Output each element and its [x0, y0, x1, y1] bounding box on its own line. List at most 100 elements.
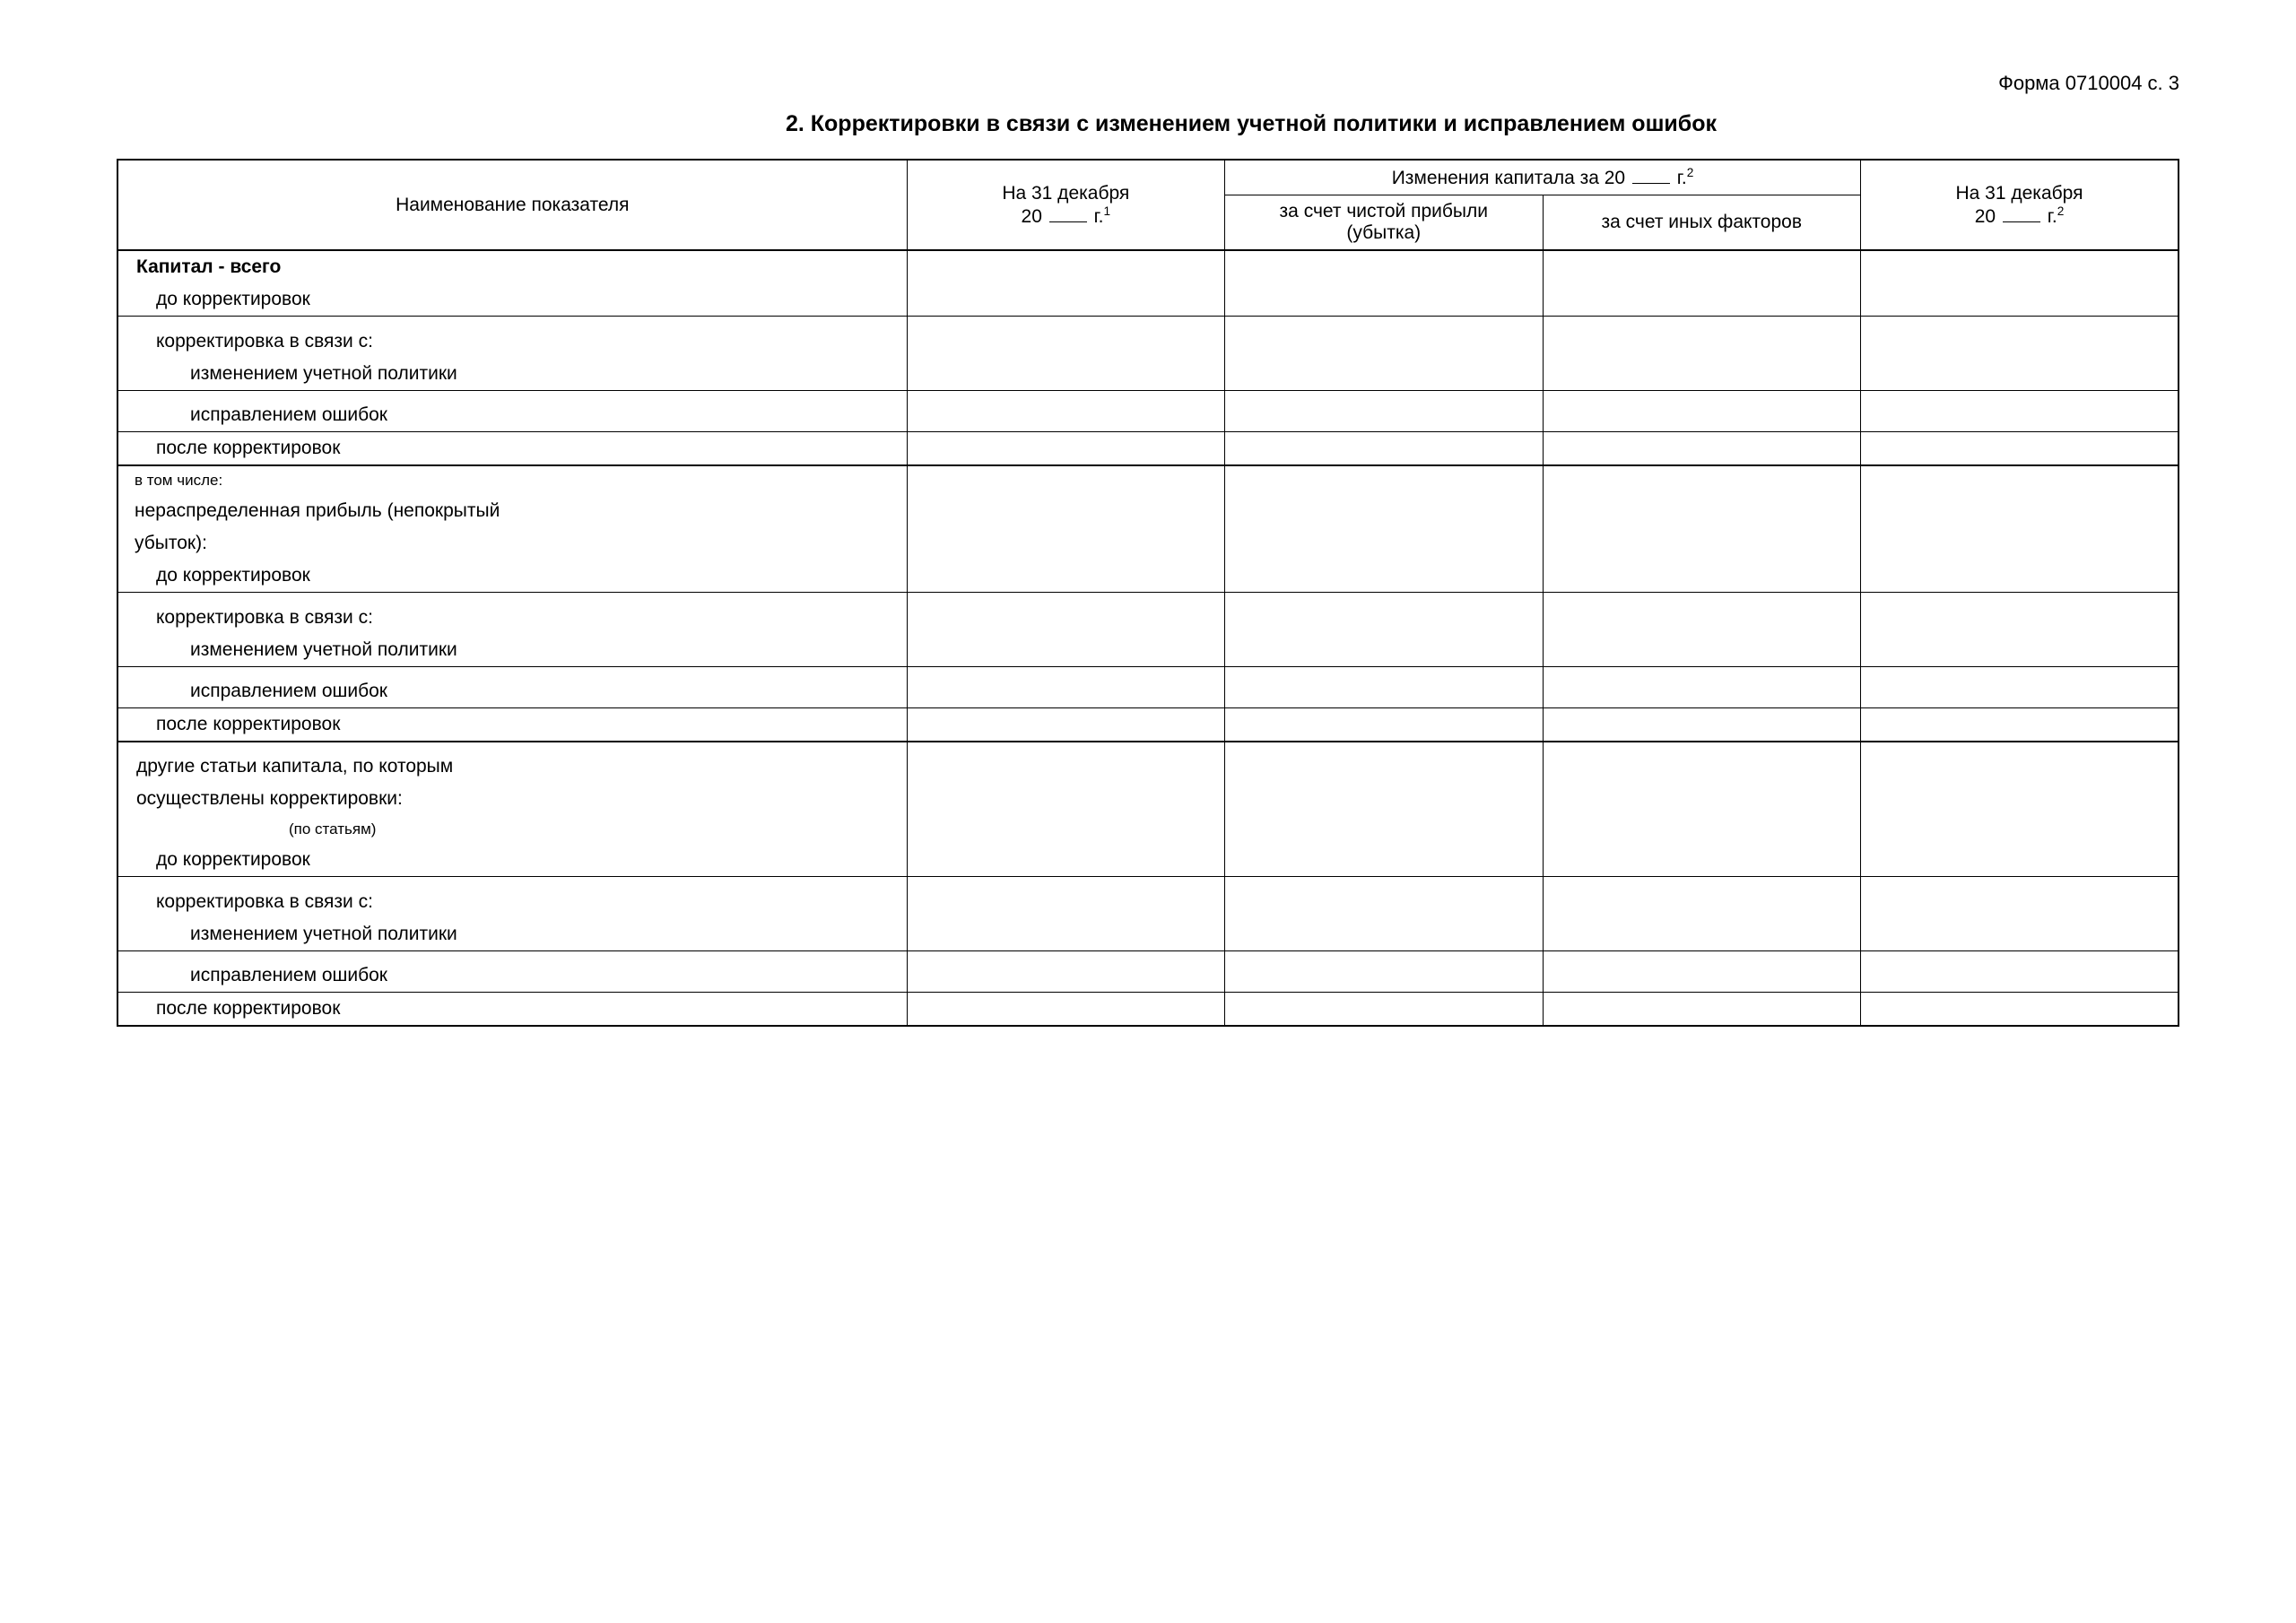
value-cell: [1225, 593, 1543, 667]
table-row: [117, 950, 2179, 959]
col3-sup: 2: [2057, 204, 2065, 218]
value-cell: [1860, 250, 2179, 317]
cell-s3-policy: изменением учетной политики: [117, 918, 907, 951]
value-cell: [1860, 877, 2179, 951]
value-cell: [907, 432, 1224, 466]
col-header-date2: На 31 декабря 20 г.2: [1860, 160, 2179, 250]
value-cell: [907, 317, 1224, 391]
value-cell: [1225, 432, 1543, 466]
value-cell: [907, 666, 1224, 708]
cell-s3-before: до корректировок: [117, 844, 907, 877]
cell-s1-errors: исправлением ошибок: [117, 399, 907, 432]
spacer: [117, 390, 907, 399]
value-cell: [907, 877, 1224, 951]
value-cell: [1225, 993, 1543, 1027]
cell-s1-heading: Капитал - всего: [117, 250, 907, 283]
section-title: 2. Корректировки в связи с изменением уч…: [323, 111, 2179, 137]
changes-year-blank: [1632, 168, 1670, 184]
cell-s1-policy: изменением учетной политики: [117, 358, 907, 391]
spacer: [117, 742, 907, 751]
col1-year-blank: [1049, 206, 1087, 222]
col-header-other: за счет иных факторов: [1543, 195, 1860, 251]
col3-year-blank: [2003, 206, 2040, 222]
value-cell: [1225, 317, 1543, 391]
value-cell: [1225, 708, 1543, 742]
value-cell: [1860, 708, 2179, 742]
value-cell: [1860, 950, 2179, 993]
value-cell: [1225, 465, 1543, 593]
col1-suffix: г.: [1094, 206, 1104, 227]
cell-s2-policy: изменением учетной политики: [117, 634, 907, 667]
value-cell: [907, 708, 1224, 742]
value-cell: [907, 250, 1224, 317]
col-header-date1: На 31 декабря 20 г.1: [907, 160, 1224, 250]
cell-s1-after: после корректировок: [117, 432, 907, 466]
value-cell: [1860, 432, 2179, 466]
value-cell: [1225, 950, 1543, 993]
value-cell: [907, 465, 1224, 593]
col1-prefix: 20: [1022, 206, 1042, 227]
value-cell: [1225, 250, 1543, 317]
value-cell: [1543, 950, 1860, 993]
cell-s3-h2: осуществлены корректировки:: [117, 783, 907, 815]
value-cell: [907, 993, 1224, 1027]
value-cell: [1860, 390, 2179, 432]
changes-sup: 2: [1687, 166, 1694, 179]
value-cell: [1543, 250, 1860, 317]
table-row: после корректировок: [117, 432, 2179, 466]
value-cell: [1860, 317, 2179, 391]
changes-prefix: Изменения капитала за 20: [1392, 168, 1625, 188]
adjustments-table: Наименование показателя На 31 декабря 20…: [117, 159, 2179, 1027]
value-cell: [907, 950, 1224, 993]
table-row: [117, 877, 2179, 886]
col3-prefix: 20: [1975, 206, 1996, 227]
form-header: Форма 0710004 с. 3: [117, 72, 2179, 95]
table-row: после корректировок: [117, 993, 2179, 1027]
value-cell: [1543, 593, 1860, 667]
value-cell: [907, 593, 1224, 667]
cell-s2-intro: в том числе:: [117, 465, 907, 495]
col-header-changes: Изменения капитала за 20 г.2: [1225, 160, 1861, 195]
table-row: в том числе:: [117, 465, 2179, 495]
cell-s3-adj: корректировка в связи с:: [117, 886, 907, 918]
spacer: [117, 317, 907, 325]
value-cell: [1543, 993, 1860, 1027]
value-cell: [1860, 465, 2179, 593]
value-cell: [1860, 593, 2179, 667]
col3-line1: На 31 декабря: [1956, 183, 2083, 204]
cell-s1-adj: корректировка в связи с:: [117, 325, 907, 358]
table-row: [117, 390, 2179, 399]
value-cell: [1543, 877, 1860, 951]
col2a-l2: (убытка): [1346, 222, 1421, 243]
value-cell: [1860, 666, 2179, 708]
cell-s2-errors: исправлением ошибок: [117, 675, 907, 708]
col3-suffix: г.: [2048, 206, 2057, 227]
cell-s2-h2: убыток):: [117, 527, 907, 560]
cell-s3-errors: исправлением ошибок: [117, 959, 907, 993]
value-cell: [1225, 666, 1543, 708]
spacer: [117, 950, 907, 959]
table-row: [117, 593, 2179, 602]
value-cell: [1543, 666, 1860, 708]
value-cell: [1543, 465, 1860, 593]
value-cell: [1543, 317, 1860, 391]
cell-s1-before: до корректировок: [117, 283, 907, 317]
value-cell: [907, 742, 1224, 877]
value-cell: [1225, 877, 1543, 951]
col-header-profit: за счет чистой прибыли (убытка): [1225, 195, 1543, 251]
table-row: Капитал - всего: [117, 250, 2179, 283]
cell-s3-after: после корректировок: [117, 993, 907, 1027]
cell-s2-adj: корректировка в связи с:: [117, 602, 907, 634]
cell-s2-after: после корректировок: [117, 708, 907, 742]
col-header-name: Наименование показателя: [117, 160, 907, 250]
cell-s2-before: до корректировок: [117, 560, 907, 593]
table-row: после корректировок: [117, 708, 2179, 742]
cell-s3-h1: другие статьи капитала, по которым: [117, 751, 907, 783]
value-cell: [1543, 432, 1860, 466]
value-cell: [1225, 742, 1543, 877]
changes-suffix: г.: [1677, 168, 1687, 188]
col2a-l1: за счет чистой прибыли: [1280, 201, 1488, 221]
value-cell: [907, 390, 1224, 432]
cell-s2-h1: нераспределенная прибыль (непокрытый: [117, 495, 907, 527]
value-cell: [1225, 390, 1543, 432]
